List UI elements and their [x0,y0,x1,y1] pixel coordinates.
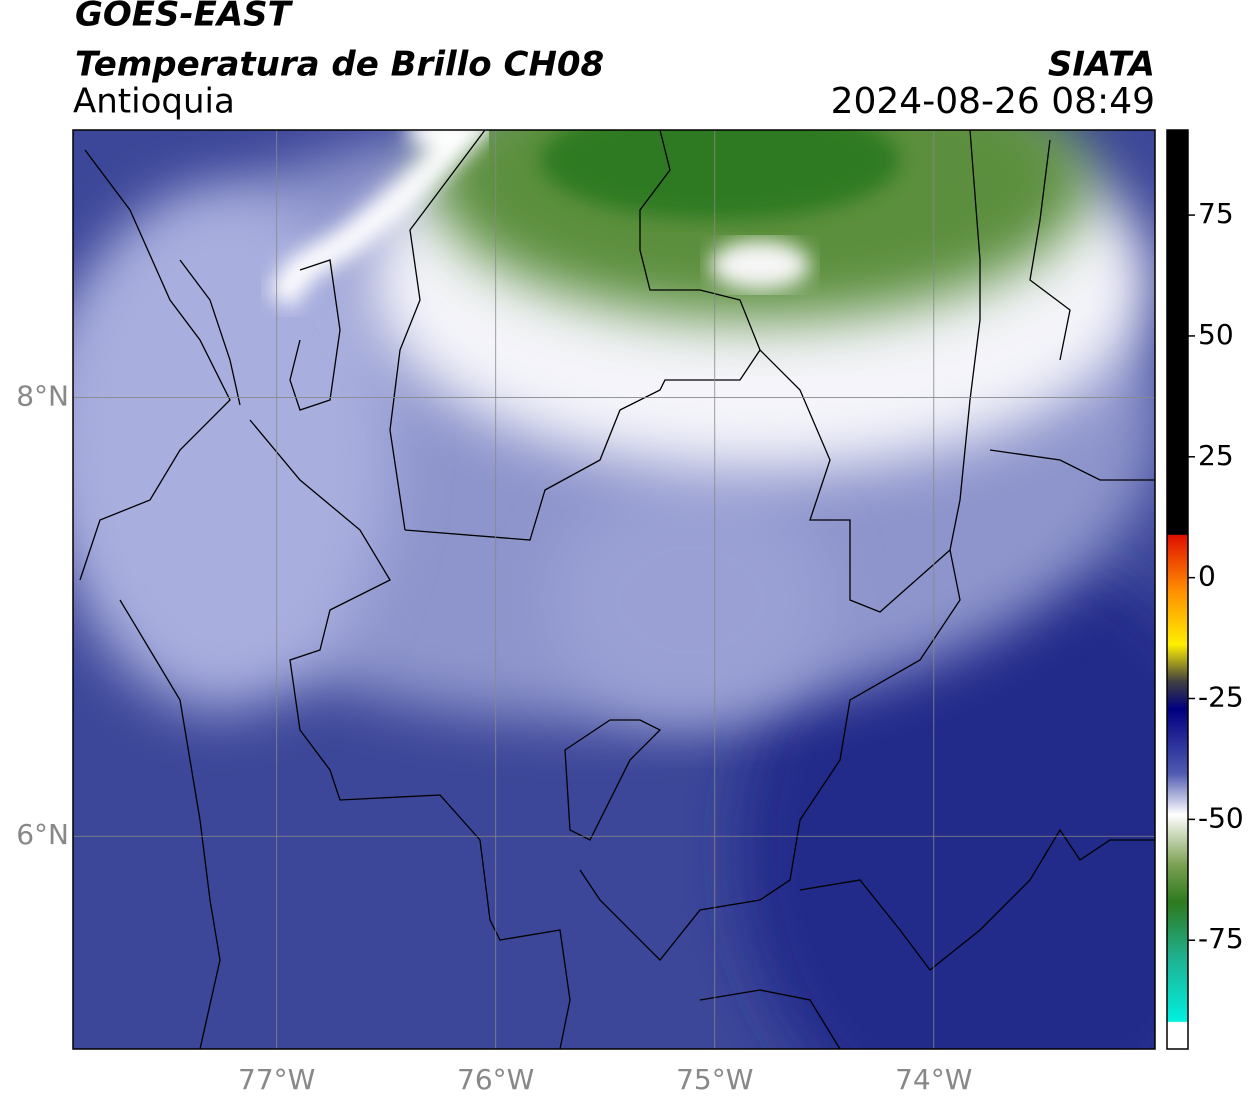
source: SIATA [1048,45,1155,85]
map-image [73,130,1155,1049]
x-tick-label: 77°W [238,1063,315,1096]
colorbar-tick-label: 75 [1198,197,1234,230]
y-tick-label: 6°N [16,818,69,851]
colorbar-tick-label: -25 [1198,681,1244,714]
colorbar-tick-label: 0 [1198,560,1216,593]
x-tick-label: 76°W [457,1063,534,1096]
subtitle: Temperatura de Brillo CH08 [75,45,604,85]
x-tick-label: 74°W [895,1063,972,1096]
colorbar-tick-label: 25 [1198,439,1234,472]
colorbar-tick-label: -50 [1198,801,1244,834]
map-frame [72,129,1156,1050]
datetime: 2024-08-26 08:49 [831,81,1155,122]
title: GOES-EAST [75,0,294,35]
x-tick-label: 75°W [676,1063,753,1096]
colorbar-tick-label: -75 [1198,922,1244,955]
region: Antioquia [73,82,235,122]
colorbar [1166,129,1189,1050]
y-tick-label: 8°N [16,380,69,413]
colorbar-tick-label: 50 [1198,318,1234,351]
